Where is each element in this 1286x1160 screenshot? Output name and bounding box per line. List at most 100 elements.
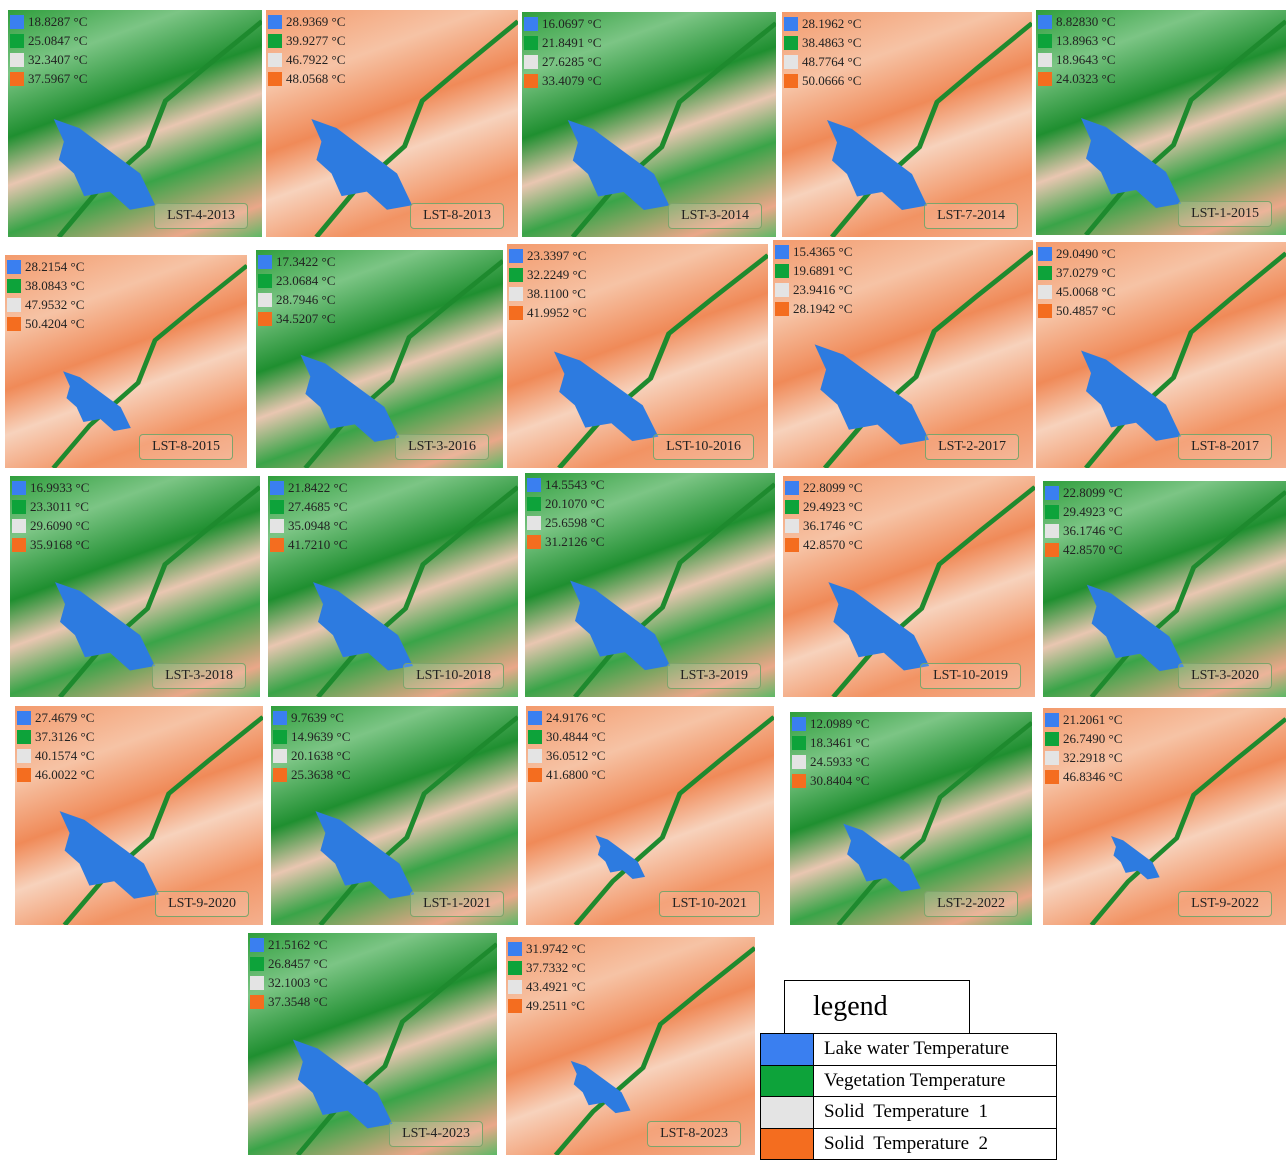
swatch (775, 283, 789, 297)
tile-legend: 21.8422 °C27.4685 °C35.0948 °C41.7210 °C (270, 478, 347, 554)
swatch (7, 260, 21, 274)
map-label: LST-1-2015 (1178, 201, 1272, 227)
map-label: LST-4-2023 (389, 1121, 483, 1147)
map-tile: 22.8099 °C29.4923 °C36.1746 °C42.8570 °C… (783, 476, 1035, 697)
swatch (775, 302, 789, 316)
swatch (792, 736, 806, 750)
temperature-key: 19.6891 °C (775, 261, 852, 280)
swatch (17, 768, 31, 782)
swatch (1038, 247, 1052, 261)
swatch (792, 755, 806, 769)
swatch (1038, 53, 1052, 67)
lake (568, 120, 670, 210)
legend-label: Solid Temperature 2 (824, 1133, 988, 1155)
swatch (10, 72, 24, 86)
temperature-key: 26.7490 °C (1045, 729, 1122, 748)
lake (311, 119, 412, 210)
temperature-key: 18.3461 °C (792, 733, 869, 752)
temperature-key: 25.3638 °C (273, 765, 350, 784)
map-tile: 8.82830 °C13.8963 °C18.9643 °C24.0323 °C… (1036, 10, 1286, 235)
temperature-key: 50.4204 °C (7, 314, 84, 333)
legend-row: Vegetation Temperature (761, 1066, 1056, 1098)
swatch (7, 298, 21, 312)
temperature-value: 16.0697 °C (542, 16, 601, 32)
map-label: LST-3-2016 (395, 434, 489, 460)
temperature-value: 27.4679 °C (35, 710, 94, 726)
temperature-value: 48.0568 °C (286, 71, 345, 87)
temperature-value: 37.3548 °C (268, 994, 327, 1010)
lake (300, 355, 399, 442)
swatch (250, 976, 264, 990)
swatch (1038, 34, 1052, 48)
temperature-value: 19.6891 °C (793, 263, 852, 279)
swatch (10, 34, 24, 48)
swatch (258, 312, 272, 326)
temperature-key: 46.8346 °C (1045, 767, 1122, 786)
temperature-value: 21.8422 °C (288, 480, 347, 496)
temperature-value: 18.3461 °C (810, 735, 869, 751)
tile-legend: 15.4365 °C19.6891 °C23.9416 °C28.1942 °C (775, 242, 852, 318)
temperature-key: 38.0843 °C (7, 276, 84, 295)
swatch (524, 55, 538, 69)
swatch (270, 538, 284, 552)
swatch (524, 17, 538, 31)
temperature-key: 25.0847 °C (10, 31, 87, 50)
swatch (12, 481, 26, 495)
map-label: LST-3-2018 (152, 663, 246, 689)
temperature-key: 28.2154 °C (7, 257, 84, 276)
temperature-key: 41.6800 °C (528, 765, 605, 784)
temperature-value: 20.1638 °C (291, 748, 350, 764)
map-label: LST-10-2018 (403, 663, 504, 689)
swatch (509, 306, 523, 320)
temperature-value: 50.4204 °C (25, 316, 84, 332)
swatch (258, 274, 272, 288)
lake (828, 582, 929, 670)
swatch (1045, 751, 1059, 765)
temperature-value: 37.5967 °C (28, 71, 87, 87)
temperature-value: 32.2249 °C (527, 267, 586, 283)
swatch (784, 17, 798, 31)
temperature-value: 25.0847 °C (28, 33, 87, 49)
temperature-value: 39.9277 °C (286, 33, 345, 49)
map-tile: 28.1962 °C38.4863 °C48.7764 °C50.0666 °C… (782, 12, 1032, 237)
temperature-value: 15.4365 °C (793, 244, 852, 260)
lake (843, 824, 920, 892)
swatch (528, 768, 542, 782)
temperature-key: 27.4679 °C (17, 708, 94, 727)
map-tile: 9.7639 °C14.9639 °C20.1638 °C25.3638 °CL… (271, 706, 518, 925)
temperature-key: 21.5162 °C (250, 935, 327, 954)
map-tile: 21.8422 °C27.4685 °C35.0948 °C41.7210 °C… (268, 476, 518, 697)
lake (570, 581, 670, 671)
swatch (273, 711, 287, 725)
temperature-value: 37.0279 °C (1056, 265, 1115, 281)
temperature-key: 15.4365 °C (775, 242, 852, 261)
swatch (12, 519, 26, 533)
tile-legend: 24.9176 °C30.4844 °C36.0512 °C41.6800 °C (528, 708, 605, 784)
temperature-value: 23.0684 °C (276, 273, 335, 289)
swatch (17, 730, 31, 744)
map-label: LST-7-2014 (924, 203, 1018, 229)
legend-swatch (761, 1034, 814, 1065)
swatch (527, 516, 541, 530)
legend-swatch (761, 1066, 814, 1097)
map-tile: 22.8099 °C29.4923 °C36.1746 °C42.8570 °C… (1043, 481, 1286, 697)
swatch (268, 34, 282, 48)
swatch (527, 497, 541, 511)
swatch (10, 15, 24, 29)
map-label: LST-3-2019 (667, 663, 761, 689)
temperature-value: 32.2918 °C (1063, 750, 1122, 766)
temperature-key: 8.82830 °C (1038, 12, 1115, 31)
temperature-value: 25.3638 °C (291, 767, 350, 783)
temperature-value: 23.3397 °C (527, 248, 586, 264)
swatch (7, 317, 21, 331)
temperature-value: 23.3011 °C (30, 499, 89, 515)
temperature-value: 35.9168 °C (30, 537, 89, 553)
lake (315, 811, 414, 899)
legend-swatch (761, 1097, 814, 1128)
temperature-value: 37.7332 °C (526, 960, 585, 976)
swatch (527, 535, 541, 549)
temperature-key: 41.9952 °C (509, 303, 586, 322)
